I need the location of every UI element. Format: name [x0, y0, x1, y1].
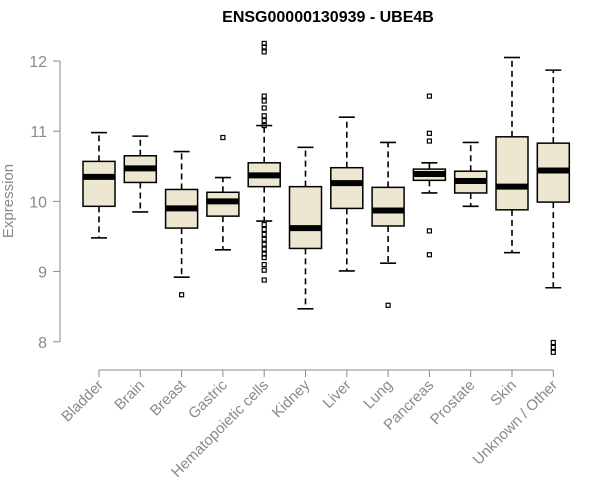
x-tick-label: Breast	[147, 376, 190, 419]
outlier-point	[261, 98, 267, 104]
outlier-point	[261, 122, 267, 129]
outlier-point	[261, 118, 267, 124]
box-group	[123, 135, 158, 213]
x-tick-label: Kidney	[269, 376, 314, 421]
outlier-point	[261, 93, 267, 99]
box-group	[206, 134, 240, 251]
y-axis-label: Expression	[0, 164, 17, 238]
iqr-box	[288, 185, 323, 250]
outlier-point	[261, 267, 267, 273]
iqr-box	[82, 160, 116, 208]
outlier-point	[261, 44, 267, 50]
outlier-point	[261, 277, 267, 283]
outlier-point	[426, 252, 432, 258]
x-tick-label: Brain	[111, 377, 148, 414]
outlier-point	[261, 246, 267, 252]
y-tick-label: 12	[29, 54, 47, 71]
iqr-box	[371, 186, 405, 227]
outlier-point	[550, 344, 556, 351]
box-group	[288, 146, 323, 310]
box-group	[330, 116, 364, 272]
outlier-point	[179, 292, 185, 298]
outlier-point	[426, 138, 432, 144]
outlier-point	[261, 261, 267, 268]
y-tick-label: 9	[38, 265, 47, 282]
y-tick-label: 11	[30, 124, 47, 141]
box-group	[412, 93, 447, 258]
outlier-point	[426, 130, 432, 136]
outlier-point	[385, 302, 391, 308]
box-group	[371, 141, 405, 308]
x-tick-label: Prostate	[427, 377, 479, 429]
chart-title: ENSG00000130939 - UBE4B	[222, 9, 434, 26]
outlier-point	[550, 349, 556, 355]
outlier-point	[261, 49, 267, 55]
outlier-point	[426, 228, 432, 234]
box-group	[536, 69, 571, 355]
y-tick-label: 10	[29, 194, 47, 211]
iqr-box	[330, 166, 364, 210]
y-tick-label: 8	[38, 335, 47, 352]
outlier-point	[261, 236, 267, 242]
outlier-point	[261, 241, 267, 247]
outlier-point	[261, 254, 267, 261]
box-group	[495, 56, 529, 254]
outlier-point	[261, 226, 267, 233]
x-tick-label: Liver	[320, 377, 355, 412]
x-tick-label: Skin	[487, 377, 520, 410]
iqr-box	[495, 136, 529, 211]
box-group	[164, 150, 199, 298]
outlier-point	[261, 113, 267, 119]
y-axis: 8 9 10 11 12	[29, 54, 61, 352]
box-group	[453, 141, 488, 208]
x-tick-label: Lung	[360, 377, 396, 413]
box-group	[247, 40, 281, 283]
outlier-point	[426, 93, 432, 99]
boxes-group	[82, 40, 571, 355]
outlier-point	[261, 231, 267, 237]
outlier-point	[220, 134, 226, 141]
outlier-point	[261, 221, 267, 228]
x-tick-label: Bladder	[58, 377, 107, 426]
outlier-point	[550, 339, 556, 346]
outlier-point	[261, 105, 267, 111]
box-group	[82, 131, 116, 239]
